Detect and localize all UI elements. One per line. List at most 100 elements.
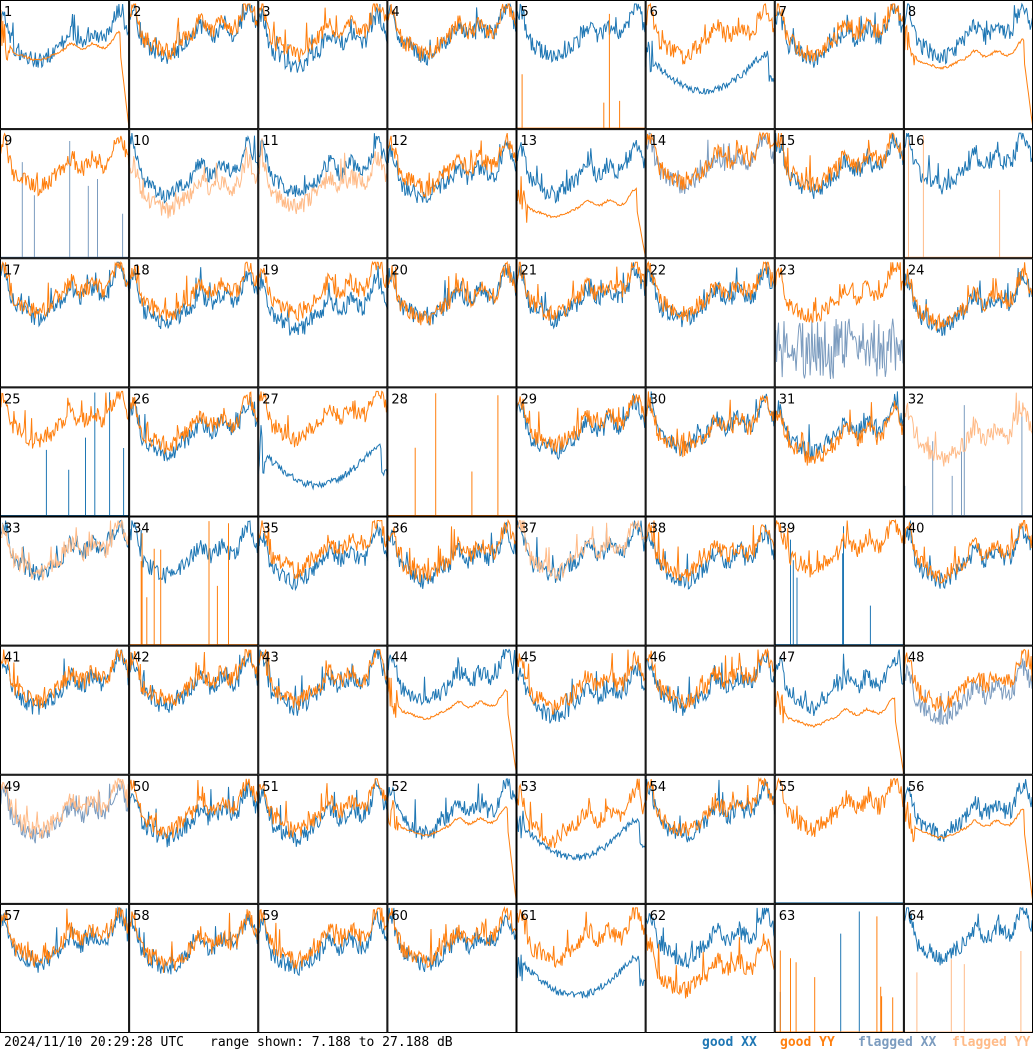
- panel-2: 2: [129, 0, 259, 130]
- series-yy-27: [258, 390, 388, 448]
- panel-10: 10: [129, 129, 259, 259]
- panel-label-61: 61: [521, 909, 538, 924]
- panel-border-51: [258, 774, 388, 904]
- series-yy-36: [387, 518, 517, 583]
- panel-label-32: 32: [908, 392, 925, 407]
- panel-label-40: 40: [908, 522, 925, 537]
- panel-20: 20: [387, 258, 517, 388]
- panel-28: 28: [387, 387, 517, 517]
- series-yy-56: [903, 792, 1033, 904]
- panel-label-41: 41: [4, 651, 21, 666]
- panel-63: 63: [774, 903, 904, 1033]
- panel-border-2: [129, 0, 259, 130]
- panel-label-9: 9: [4, 134, 12, 149]
- panel-62: 62: [645, 903, 775, 1033]
- series-yy-17: [0, 261, 130, 319]
- panel-label-27: 27: [262, 392, 279, 407]
- series-yy-61: [516, 907, 646, 969]
- panel-label-16: 16: [908, 134, 925, 149]
- panel-label-21: 21: [521, 263, 538, 278]
- panel-label-49: 49: [4, 780, 21, 795]
- panel-11: 11: [258, 129, 388, 259]
- series-yy-48: [903, 648, 1033, 713]
- series-yy-19: [258, 260, 388, 323]
- panel-19: 19: [258, 258, 388, 388]
- panel-55: 55: [774, 774, 904, 904]
- series-yy-31: [774, 400, 904, 466]
- panel-14: 14: [645, 129, 775, 259]
- panel-border-45: [516, 645, 646, 775]
- panel-9: 9: [0, 129, 130, 259]
- panel-border-35: [258, 516, 388, 646]
- series-xx-10: [129, 133, 259, 204]
- series-xx-11: [258, 133, 388, 197]
- panel-label-48: 48: [908, 651, 925, 666]
- series-yy-22: [645, 260, 775, 322]
- panel-label-56: 56: [908, 780, 925, 795]
- series-yy-40: [903, 520, 1033, 584]
- panel-33: 33: [0, 516, 130, 646]
- panel-label-47: 47: [779, 651, 796, 666]
- series-xx-8: [903, 2, 1033, 65]
- panel-52: 52: [387, 774, 517, 904]
- panel-7: 7: [774, 0, 904, 130]
- panel-label-20: 20: [391, 263, 408, 278]
- legend-flagged-xx-word2: XX: [920, 1035, 937, 1050]
- panel-59: 59: [258, 903, 388, 1033]
- series-yy-62: [645, 933, 775, 999]
- panel-label-51: 51: [262, 780, 279, 795]
- series-yy-3: [258, 3, 388, 62]
- panel-border-38: [645, 516, 775, 646]
- series-xx-19: [258, 265, 388, 336]
- panel-border-43: [258, 645, 388, 775]
- series-xx-4: [387, 3, 517, 66]
- panel-label-22: 22: [650, 263, 667, 278]
- panel-label-25: 25: [4, 392, 21, 407]
- panel-border-17: [0, 258, 130, 388]
- panel-22: 22: [645, 258, 775, 388]
- panel-label-55: 55: [779, 780, 796, 795]
- legend-good-yy-word1: good: [780, 1035, 812, 1050]
- series-yy-25: [0, 390, 130, 449]
- series-yy-26: [129, 391, 259, 455]
- series-yy-21: [516, 261, 646, 321]
- panel-label-31: 31: [779, 392, 796, 407]
- series-xx-41: [0, 649, 130, 715]
- panel-border-15: [774, 129, 904, 259]
- panel-18: 18: [129, 258, 259, 388]
- panel-42: 42: [129, 645, 259, 775]
- panel-label-57: 57: [4, 909, 21, 924]
- panel-label-6: 6: [650, 5, 658, 20]
- panel-8: 8: [903, 0, 1033, 130]
- series-xx-17: [0, 261, 130, 328]
- series-yy-39: [774, 518, 904, 578]
- panel-label-43: 43: [262, 651, 279, 666]
- panel-border-19: [258, 258, 388, 388]
- series-yy-4: [387, 3, 517, 61]
- panel-23: 23: [774, 258, 904, 388]
- panel-border-4: [387, 0, 517, 130]
- panel-border-55: [774, 774, 904, 904]
- panel-25: 25: [0, 387, 130, 517]
- legend-flagged-xx-word1: flagged: [858, 1035, 913, 1050]
- panel-border-27: [258, 387, 388, 517]
- series-yy-23: [774, 262, 904, 323]
- series-yy-37: [516, 520, 646, 581]
- panel-label-28: 28: [391, 392, 408, 407]
- series-yy-9: [0, 132, 130, 197]
- panel-border-47: [774, 645, 904, 775]
- panel-border-12: [387, 129, 517, 259]
- panel-border-29: [516, 387, 646, 517]
- panel-border-20: [387, 258, 517, 388]
- panel-45: 45: [516, 645, 646, 775]
- series-yy-14: [645, 131, 775, 191]
- series-xx-52: [387, 778, 517, 840]
- series-xx-47: [774, 649, 904, 716]
- panel-label-36: 36: [391, 522, 408, 537]
- panel-border-46: [645, 645, 775, 775]
- panel-24: 24: [903, 258, 1033, 388]
- series-yy-32: [903, 392, 1033, 467]
- panel-label-10: 10: [133, 134, 150, 149]
- series-yy-49: [0, 778, 130, 839]
- series-xx-63: [774, 911, 904, 1033]
